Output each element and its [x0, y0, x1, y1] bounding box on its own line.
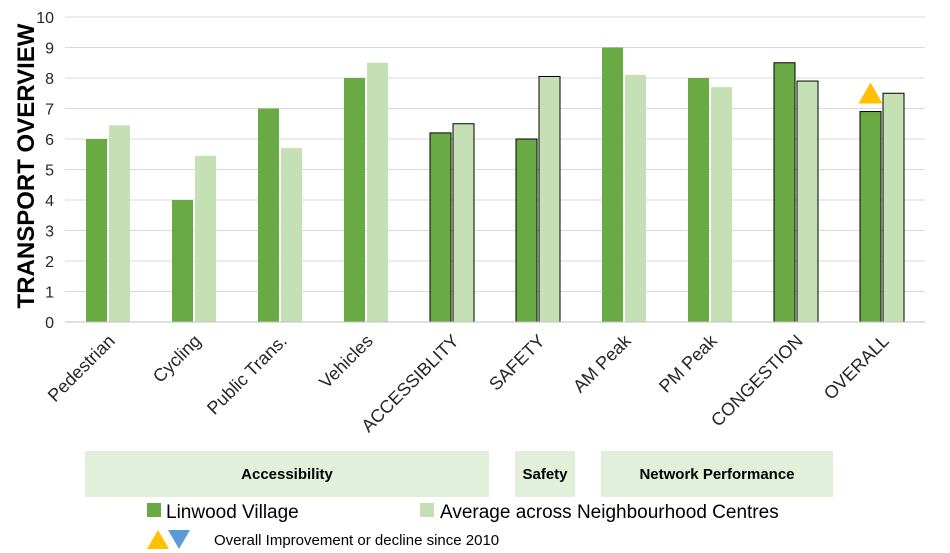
y-tick-label: 1 — [45, 285, 54, 302]
x-category-label: SAFETY — [485, 331, 549, 395]
y-tick-label: 6 — [45, 132, 54, 149]
y-axis-ticks: 0 1 2 3 4 5 6 7 8 9 10 — [36, 10, 54, 332]
bar-neighbourhood-average — [625, 74, 646, 322]
decline-triangle-icon — [168, 530, 190, 549]
y-tick-label: 0 — [45, 315, 54, 332]
x-category-label: OVERALL — [820, 331, 893, 404]
group-band-label: Safety — [522, 466, 568, 483]
bar-linwood-village — [773, 62, 796, 323]
bars — [86, 47, 905, 323]
y-tick-label: 7 — [45, 102, 54, 119]
bar-linwood-village — [258, 108, 279, 322]
group-band — [601, 451, 833, 497]
y-tick-label: 3 — [45, 224, 54, 241]
bar-neighbourhood-average — [367, 62, 388, 322]
x-category-label: Public Trans. — [203, 331, 291, 419]
bar-neighbourhood-average — [711, 87, 732, 323]
bar-linwood-village — [429, 132, 452, 323]
group-bands: Accessibility Safety Network Performance — [85, 451, 833, 497]
bar-linwood-village — [515, 138, 538, 323]
bar-neighbourhood-average — [281, 148, 302, 322]
bar-linwood-village — [602, 47, 623, 322]
gridlines — [65, 16, 925, 292]
change-markers — [858, 82, 883, 104]
bar-neighbourhood-average — [796, 80, 819, 323]
x-category-label: Cycling — [149, 331, 205, 387]
bar-neighbourhood-average — [195, 155, 216, 322]
legend-label-average: Average across Neighbourhood Centres — [440, 502, 779, 523]
x-category-label: AM Peak — [569, 330, 635, 396]
improvement-marker-icon — [858, 82, 883, 104]
y-tick-label: 5 — [45, 163, 54, 180]
bar-neighbourhood-average — [882, 92, 905, 323]
legend-marker-note: Overall Improvement or decline since 201… — [214, 532, 499, 549]
bar-linwood-village — [344, 78, 365, 322]
legend-swatch-average — [420, 503, 434, 517]
y-tick-label: 8 — [45, 71, 54, 88]
bar-linwood-village — [688, 78, 709, 322]
group-band-label: Network Performance — [639, 466, 794, 483]
x-category-label: PM Peak — [655, 330, 721, 396]
y-tick-label: 10 — [36, 10, 54, 27]
bar-neighbourhood-average — [538, 75, 561, 323]
x-category-label: Vehicles — [315, 331, 377, 393]
legend-label-linwood: Linwood Village — [166, 502, 299, 523]
x-category-label: Pedestrian — [44, 331, 119, 406]
legend-swatch-linwood — [147, 503, 161, 517]
y-axis-label: TRANSPORT OVERVIEW — [13, 23, 40, 308]
x-category-label: CONGESTION — [707, 331, 807, 431]
bar-neighbourhood-average — [452, 123, 475, 323]
y-tick-label: 9 — [45, 41, 54, 58]
improvement-triangle-icon — [147, 530, 169, 549]
group-band — [515, 451, 575, 497]
bar-linwood-village — [86, 139, 107, 322]
bar-linwood-village — [172, 200, 193, 322]
group-band-label: Accessibility — [241, 466, 333, 483]
bar-neighbourhood-average — [109, 125, 130, 323]
y-tick-label: 2 — [45, 254, 54, 271]
legend: Linwood Village Average across Neighbour… — [147, 502, 779, 549]
bar-linwood-village — [859, 111, 882, 323]
group-band — [85, 451, 489, 497]
y-tick-label: 4 — [45, 193, 54, 210]
